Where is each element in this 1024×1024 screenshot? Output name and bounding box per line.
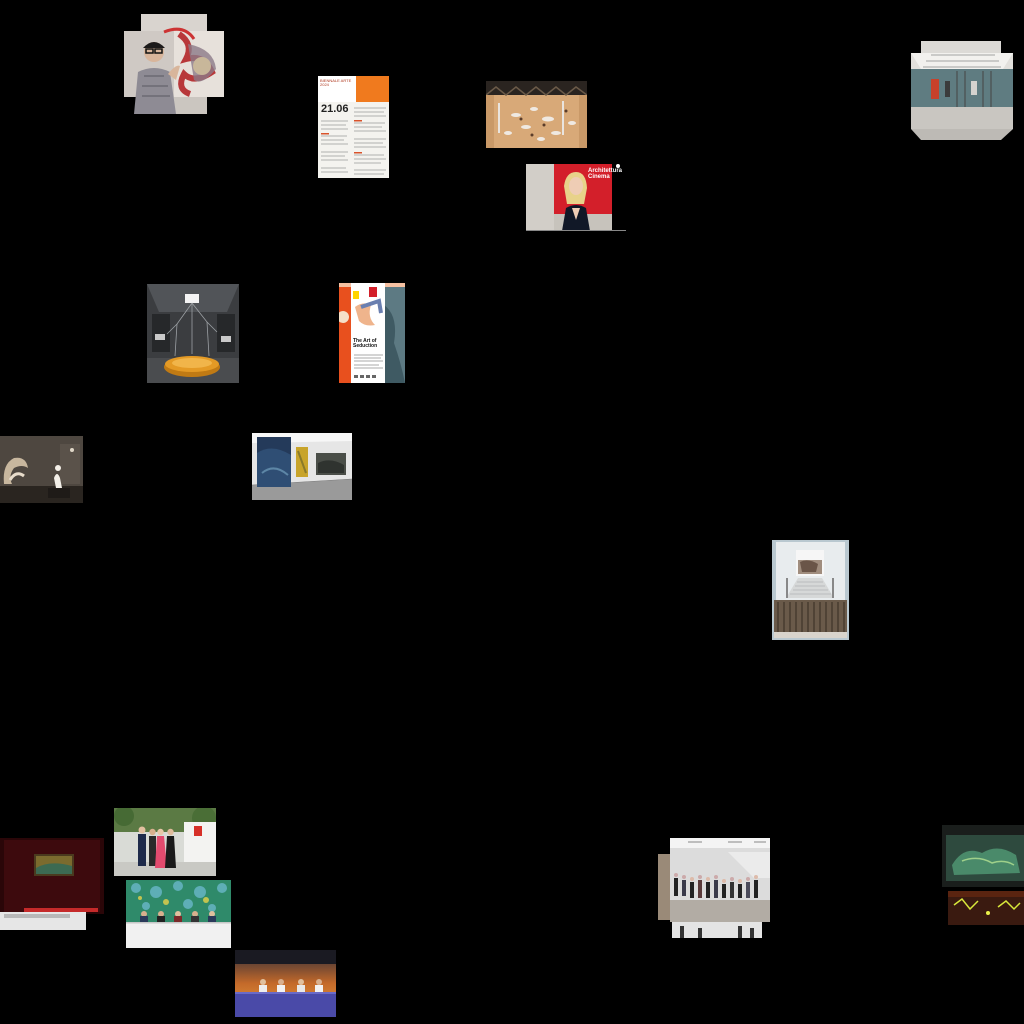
thumbnail-biennale-programme-poster[interactable]: BIENNALE ARTE 2024 21.06 <box>318 76 389 178</box>
photo-woman-red-backdrop <box>526 164 626 231</box>
thumbnail-golden-disc-installation[interactable] <box>147 284 239 383</box>
photo-golden-disc-installation <box>147 284 239 383</box>
thumbnail-panel-sunset-stage[interactable] <box>235 950 336 1017</box>
photo-group-in-garden <box>114 808 216 876</box>
photo-gallery-hall-interior <box>911 41 1013 140</box>
photo-woman-with-painting <box>124 14 224 114</box>
thumbnail-pavilion-floor-installation[interactable] <box>486 81 587 148</box>
banner-text: Architettura Cinema <box>588 168 623 180</box>
photo-crowd-gallery <box>658 838 770 938</box>
poster-text-columns <box>321 107 386 175</box>
thumbnail-sculpture-room[interactable] <box>0 436 83 503</box>
poster-title-text: The Art of Seduction <box>353 338 378 349</box>
poster-date-text: 21.06 <box>321 103 349 115</box>
thumbnail-paintings-white-gallery[interactable] <box>252 433 352 500</box>
thumbnail-staircase-installation[interactable] <box>772 540 849 640</box>
thumbnail-gallery-hall-interior[interactable] <box>911 41 1013 140</box>
thumbnail-press-conference-green[interactable] <box>126 880 231 948</box>
photo-pavilion-floor-installation <box>486 81 587 148</box>
thumbnail-crowd-gallery[interactable] <box>658 838 770 938</box>
thumbnail-woman-red-backdrop[interactable]: Architettura Cinema <box>526 164 626 231</box>
photo-press-conference-green <box>126 880 231 948</box>
photo-panel-sunset-stage <box>235 950 336 1017</box>
photo-dark-map-installation <box>942 825 1024 925</box>
poster-art-of-seduction-graphic <box>339 283 405 383</box>
photo-red-stage-screen <box>0 838 104 930</box>
thumbnail-dark-map-installation[interactable] <box>942 825 1024 925</box>
photo-staircase-installation <box>772 540 849 640</box>
poster-header-text: BIENNALE ARTE 2024 <box>320 78 352 87</box>
thumbnail-group-in-garden[interactable] <box>114 808 216 876</box>
poster-accent-block <box>356 76 389 102</box>
photo-sculpture-room <box>0 436 83 503</box>
thumbnail-art-of-seduction-poster[interactable]: The Art of Seduction <box>339 283 405 383</box>
photo-paintings-white-gallery <box>252 433 352 500</box>
thumbnail-red-stage-screen[interactable] <box>0 838 104 930</box>
thumbnail-woman-with-painting[interactable] <box>124 14 224 114</box>
